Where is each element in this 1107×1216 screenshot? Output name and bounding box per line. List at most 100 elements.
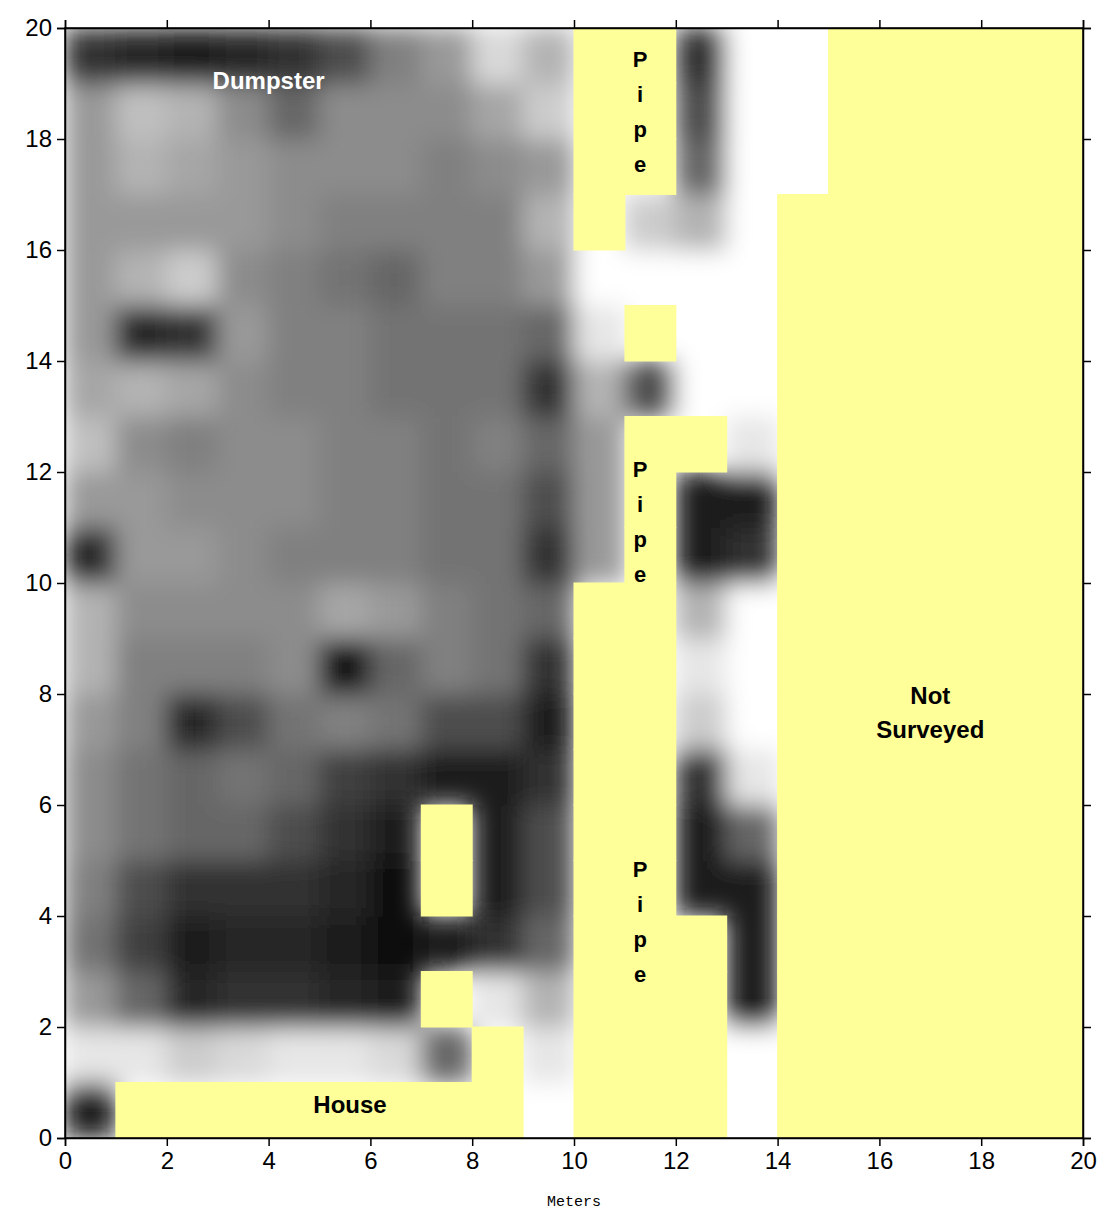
masked-cell <box>1032 361 1083 418</box>
masked-cell <box>981 28 1033 84</box>
masked-cell <box>777 194 829 251</box>
masked-cell <box>930 971 982 1028</box>
tick-mark <box>65 20 67 28</box>
tick-mark <box>57 361 65 363</box>
tick <box>370 20 371 28</box>
heat-cell <box>472 472 524 529</box>
tick: 2 <box>161 1138 174 1174</box>
heat-cell <box>166 472 218 529</box>
heat-cell <box>166 416 218 473</box>
masked-cell <box>930 250 982 307</box>
tick <box>1083 139 1091 140</box>
masked-cell <box>624 28 676 84</box>
masked-cell <box>574 805 626 862</box>
masked-cell <box>930 416 982 473</box>
heat-cell <box>166 749 218 806</box>
x-axis-title: Meters <box>547 1194 601 1211</box>
heat-cell <box>65 1027 116 1084</box>
masked-cell <box>777 916 829 973</box>
heat-cell <box>624 361 676 418</box>
heat-cell <box>319 805 371 862</box>
heat-cell <box>319 472 371 529</box>
heat-cell <box>574 305 626 362</box>
heat-cell <box>166 83 218 140</box>
heat-cell <box>675 638 727 695</box>
tick-mark <box>879 20 881 28</box>
heat-cell <box>421 749 473 806</box>
masked-cell <box>1032 1027 1083 1084</box>
masked-cell <box>166 1082 218 1138</box>
heat-cell <box>726 28 778 84</box>
tick <box>981 20 982 28</box>
masked-cell <box>879 194 931 251</box>
tick-label: 16 <box>867 1147 894 1174</box>
heat-cell <box>268 472 320 529</box>
tick-label: 2 <box>161 1147 174 1174</box>
annotations: DumpsterPipePipePipeHouseNotSurveyed <box>213 47 985 1118</box>
masked-cell <box>574 860 626 917</box>
masked-cell <box>777 1027 829 1084</box>
masked-cell <box>675 971 727 1028</box>
heat-cell <box>319 638 371 695</box>
heat-cell <box>166 583 218 640</box>
tick-mark <box>1083 1027 1091 1029</box>
heat-cell <box>65 472 116 529</box>
heat-cell <box>726 1027 778 1084</box>
axis-line <box>57 29 66 1139</box>
y-axis: 02468101214161820 <box>25 14 65 1151</box>
tick-mark <box>57 28 65 30</box>
heat-cell <box>65 916 116 973</box>
masked-cell <box>1032 28 1083 84</box>
heat-cell <box>523 694 575 751</box>
heat-cell <box>370 250 422 307</box>
tick: 10 <box>561 1138 588 1174</box>
heat-cell <box>675 805 727 862</box>
tick-mark <box>1083 28 1091 30</box>
masked-cell <box>981 638 1033 695</box>
tick-mark <box>1083 139 1091 141</box>
tick: 12 <box>25 458 65 485</box>
x-axis-top <box>66 20 1084 29</box>
heat-cell <box>523 194 575 251</box>
heat-cell <box>574 361 626 418</box>
heat-cell <box>675 583 727 640</box>
masked-cell <box>624 1027 676 1084</box>
heat-cell <box>523 805 575 862</box>
masked-cell <box>1032 583 1083 640</box>
masked-cell <box>777 694 829 751</box>
tick-mark <box>1083 250 1091 252</box>
heat-cell <box>421 139 473 196</box>
masked-cell <box>1032 638 1083 695</box>
tick: 12 <box>663 1138 690 1174</box>
masked-cell <box>421 805 473 862</box>
heat-cell <box>523 527 575 584</box>
tick <box>1083 916 1091 917</box>
masked-cell <box>421 860 473 917</box>
tick-mark <box>167 1138 169 1146</box>
masked-cell <box>421 1082 473 1138</box>
heat-cell <box>370 28 422 84</box>
masked-cell <box>828 1082 880 1138</box>
masked-cell <box>217 1082 269 1138</box>
masked-cell <box>828 472 880 529</box>
heat-cell <box>319 916 371 973</box>
masked-cell <box>624 139 676 196</box>
heat-cell <box>370 139 422 196</box>
masked-cell <box>574 1082 626 1138</box>
heat-cell <box>726 694 778 751</box>
masked-cell <box>879 28 931 84</box>
tick-label: 14 <box>765 1147 792 1174</box>
plot-background <box>65 28 1083 1138</box>
heat-cell <box>65 305 116 362</box>
heat-cell <box>319 305 371 362</box>
tick-label: 14 <box>25 347 52 374</box>
masked-cell <box>879 583 931 640</box>
heat-cell <box>166 305 218 362</box>
masked-cell <box>828 583 880 640</box>
heat-cell <box>726 472 778 529</box>
masked-cell <box>930 305 982 362</box>
axis-line <box>66 20 1084 29</box>
masked-cell <box>828 361 880 418</box>
tick-label: 20 <box>1070 1147 1097 1174</box>
heat-cell <box>166 527 218 584</box>
